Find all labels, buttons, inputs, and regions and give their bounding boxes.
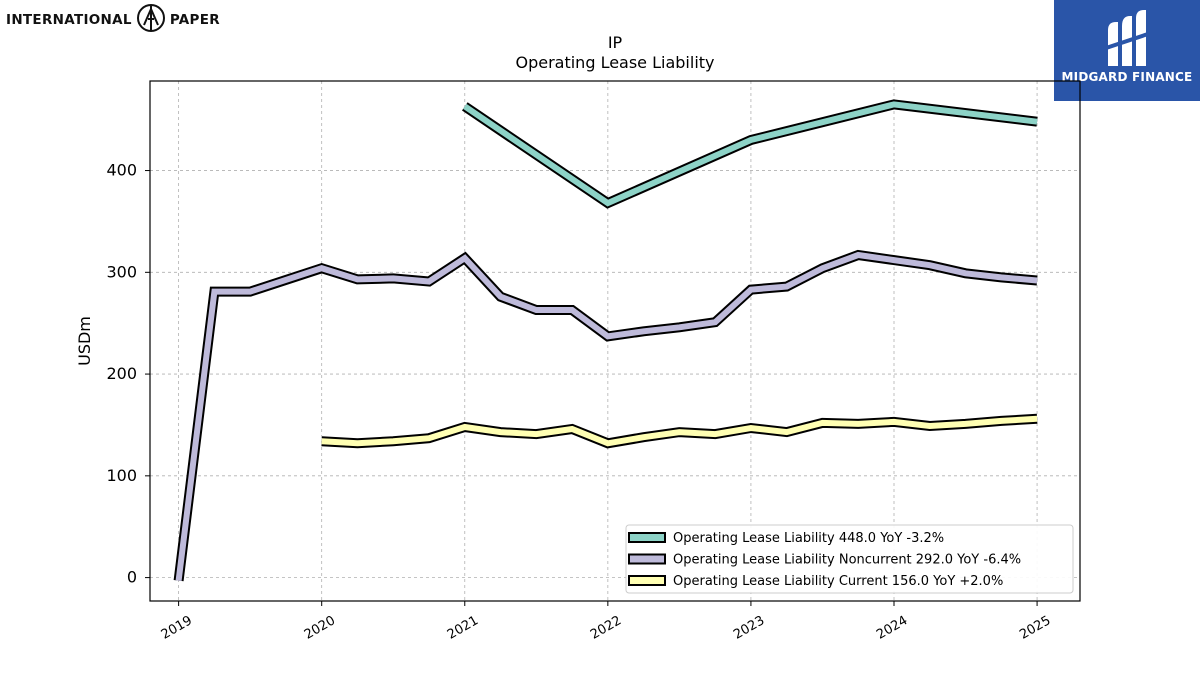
- company-logo-mark-icon: [136, 3, 166, 37]
- brand-logo: MIDGARD FINANCE: [1054, 0, 1200, 101]
- y-tick-label: 0: [127, 568, 137, 587]
- x-axis: 2019 2020 2021 2022 2023 2024 2025: [159, 601, 1053, 643]
- chart-title: IP: [608, 33, 623, 52]
- legend-label: Operating Lease Liability Noncurrent 292…: [673, 553, 1021, 568]
- legend-label: Operating Lease Liability 448.0 YoY -3.2…: [673, 531, 944, 546]
- series-line: [321, 415, 1038, 447]
- grid: [150, 81, 1080, 601]
- y-tick-label: 100: [106, 466, 137, 485]
- legend: Operating Lease Liability 448.0 YoY -3.2…: [625, 524, 1074, 594]
- company-logo-left-text: INTERNATIONAL: [6, 12, 132, 28]
- y-tick-label: 400: [106, 161, 137, 180]
- legend-swatch: [628, 532, 666, 543]
- legend-swatch: [628, 553, 666, 565]
- y-tick-label: 200: [106, 364, 137, 383]
- x-tick-label: 2023: [731, 613, 767, 643]
- brand-name: MIDGARD FINANCE: [1061, 70, 1193, 84]
- x-tick-label: 2022: [588, 613, 624, 643]
- legend-label: Operating Lease Liability Current 156.0 …: [673, 574, 1003, 589]
- brand-mark-icon: [1105, 10, 1149, 66]
- x-tick-label: 2020: [302, 613, 338, 643]
- x-tick-label: 2019: [159, 613, 195, 643]
- y-tick-label: 300: [106, 262, 137, 281]
- series-line: [175, 251, 1038, 581]
- legend-swatch: [628, 575, 666, 586]
- y-axis-label: USDm: [75, 316, 94, 366]
- chart-subtitle: Operating Lease Liability: [515, 53, 714, 72]
- legend-box: [625, 524, 1074, 594]
- x-tick-label: 2024: [874, 613, 910, 643]
- company-logo: INTERNATIONAL PAPER: [6, 4, 220, 36]
- x-tick-label: 2025: [1017, 613, 1053, 643]
- y-axis: 0 100 200 300 400: [106, 161, 150, 587]
- company-logo-right-text: PAPER: [169, 12, 220, 28]
- x-tick-label: 2021: [445, 613, 481, 643]
- series-line: [463, 101, 1038, 207]
- plot-frame: [149, 80, 1081, 602]
- series-layer: [173, 99, 1038, 582]
